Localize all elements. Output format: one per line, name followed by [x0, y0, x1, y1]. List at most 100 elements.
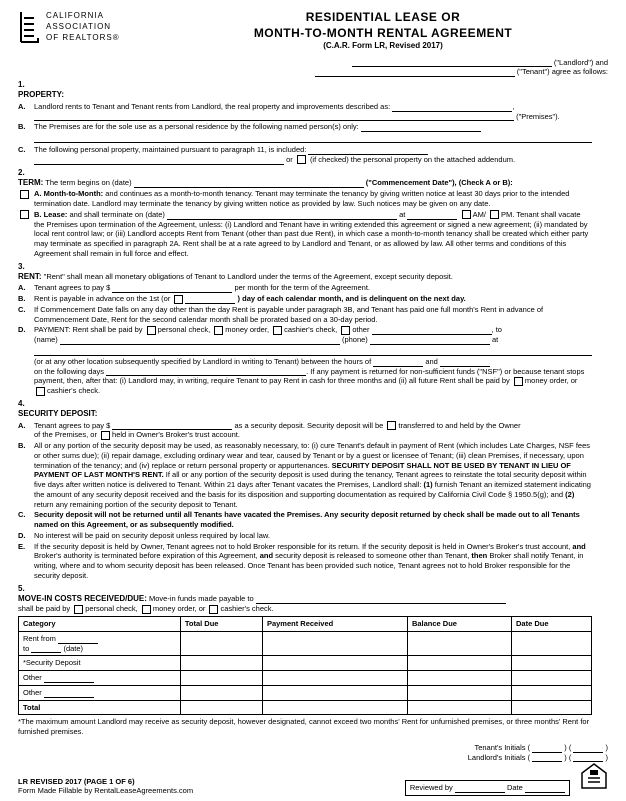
s3a-blank[interactable] — [112, 284, 232, 293]
sec5-num: 5. — [18, 584, 32, 594]
s4a-l2: of the Premises, or — [34, 430, 97, 439]
s3d-mo: money order, — [225, 325, 269, 334]
row-rent: Rent from to (date) — [19, 631, 181, 656]
rev-date-blank[interactable] — [525, 784, 565, 793]
s4a-mid: as a security deposit. Security deposit … — [235, 421, 384, 430]
s5-payee[interactable] — [256, 595, 506, 604]
car-logo-icon — [18, 10, 40, 44]
col-bd: Balance Due — [407, 617, 511, 632]
s3d-cc2-check[interactable] — [36, 387, 45, 396]
s3b-check[interactable] — [174, 295, 183, 304]
s4a-o2: held in Owner's Broker's trust account. — [112, 430, 240, 439]
s3d-cc-check[interactable] — [273, 326, 282, 335]
s5-cc-check[interactable] — [209, 605, 218, 614]
s3-intro: "Rent" shall mean all monetary obligatio… — [44, 272, 453, 281]
s4-e: E. — [18, 542, 34, 581]
s1a-text: Landlord rents to Tenant and Tenant rent… — [34, 102, 390, 111]
s4-a: A. — [18, 421, 34, 441]
org-name: CALIFORNIA ASSOCIATION OF REALTORS® — [46, 10, 120, 44]
s3d-h2[interactable] — [440, 358, 490, 367]
row-sd: *Security Deposit — [19, 656, 181, 671]
col-pr: Payment Received — [262, 617, 407, 632]
s4c: Security deposit will not be returned un… — [34, 510, 592, 530]
s2-a-chk — [18, 189, 34, 209]
s3d-ot-blank[interactable] — [372, 326, 492, 335]
s4a-blank[interactable] — [112, 421, 232, 430]
s5-paid: shall be paid by — [18, 604, 70, 613]
s5-mo-check[interactable] — [142, 605, 151, 614]
col-cat: Category — [19, 617, 181, 632]
s2-b-chk — [18, 210, 34, 259]
s3d-days: on the following days — [34, 367, 104, 376]
li-1[interactable] — [532, 753, 562, 762]
top-fill-lines: ("Landlord") and ("Tenant") agree as fol… — [18, 58, 608, 78]
section-4: 4. SECURITY DEPOSIT: A.Tenant agrees to … — [18, 399, 608, 581]
s3d-mo2-check[interactable] — [514, 377, 523, 386]
s1b-blank[interactable] — [361, 123, 481, 132]
s2-date-blank[interactable] — [134, 179, 364, 188]
s2b-am-check[interactable] — [462, 210, 471, 219]
s3d-cc: cashier's check, — [284, 325, 337, 334]
sec2-num: 2. — [18, 168, 32, 178]
s4a-c2[interactable] — [101, 431, 110, 440]
tenant-blank[interactable] — [315, 68, 515, 77]
s1b-blank2[interactable] — [34, 133, 592, 143]
landlord-label: ("Landlord") and — [554, 58, 608, 67]
rev-blank[interactable] — [455, 784, 505, 793]
s1c-check[interactable] — [297, 155, 306, 164]
s1c-blank2[interactable] — [34, 156, 284, 165]
sec1-num: 1. — [18, 80, 32, 90]
section-1: 1. PROPERTY: A.Landlord rents to Tenant … — [18, 80, 608, 165]
s3d-addr-blank[interactable] — [34, 346, 592, 356]
s2b-checkbox[interactable] — [20, 210, 29, 219]
s4a-o1: transferred to and held by the Owner — [398, 421, 520, 430]
s3-d: D. — [18, 325, 34, 396]
sec3-num: 3. — [18, 262, 32, 272]
s3b-end: ) day of each calendar month, and is del… — [238, 294, 466, 303]
li-2[interactable] — [573, 753, 603, 762]
s3d-days-blank[interactable] — [106, 367, 306, 376]
s2b-title: Lease: — [44, 210, 68, 219]
s1-c: C. — [18, 145, 34, 165]
s3d-name: (name) — [34, 335, 58, 344]
s5-pc: personal check, — [85, 604, 138, 613]
s3d-pc-check[interactable] — [147, 326, 156, 335]
sec4-num: 4. — [18, 399, 32, 409]
header: CALIFORNIA ASSOCIATION OF REALTORS® RESI… — [18, 10, 608, 52]
section-3: 3. RENT: "Rent" shall mean all monetary … — [18, 262, 608, 396]
s4b: All or any portion of the security depos… — [34, 441, 592, 509]
s1a-blank[interactable] — [392, 103, 512, 112]
s4-b: B. — [18, 441, 34, 509]
logo-area: CALIFORNIA ASSOCIATION OF REALTORS® — [18, 10, 158, 44]
ti-2[interactable] — [573, 744, 603, 753]
s1a-blank2[interactable] — [34, 112, 514, 121]
s4a: Tenant agrees to pay $ — [34, 421, 110, 430]
s3d-name-blank[interactable] — [60, 336, 340, 345]
s3d-pc: personal check, — [158, 325, 211, 334]
s5-pc-check[interactable] — [74, 605, 83, 614]
s2a-checkbox[interactable] — [20, 190, 29, 199]
s3d-ot: other — [352, 325, 369, 334]
landlord-blank[interactable] — [352, 58, 552, 67]
s3b-blank[interactable] — [185, 295, 235, 304]
s4-c: C. — [18, 510, 34, 530]
s1b-text: The Premises are for the sole use as a p… — [34, 122, 359, 131]
s3d-phone-blank[interactable] — [370, 336, 490, 345]
org-line1: CALIFORNIA — [46, 10, 120, 21]
s4a-c1[interactable] — [387, 421, 396, 430]
s4d: No interest will be paid on security dep… — [34, 531, 592, 541]
reviewed-box: Reviewed by Date — [405, 780, 570, 796]
s2b-time[interactable] — [407, 211, 457, 220]
row-tot: Total — [19, 700, 181, 715]
s1c-blank[interactable] — [308, 146, 428, 155]
sec5-title: MOVE-IN COSTS RECEIVED/DUE: — [18, 594, 147, 603]
s3d-mo-check[interactable] — [214, 326, 223, 335]
s2b-at: at — [399, 210, 405, 219]
s3d-ot-check[interactable] — [341, 326, 350, 335]
s2b-date[interactable] — [167, 211, 397, 220]
s5-intro: Move-in funds made payable to — [149, 594, 254, 603]
s2b-pm-check[interactable] — [490, 210, 499, 219]
tenant-label: ("Tenant") agree as follows: — [517, 67, 608, 76]
s3d-h1[interactable] — [373, 358, 423, 367]
ti-1[interactable] — [532, 744, 562, 753]
